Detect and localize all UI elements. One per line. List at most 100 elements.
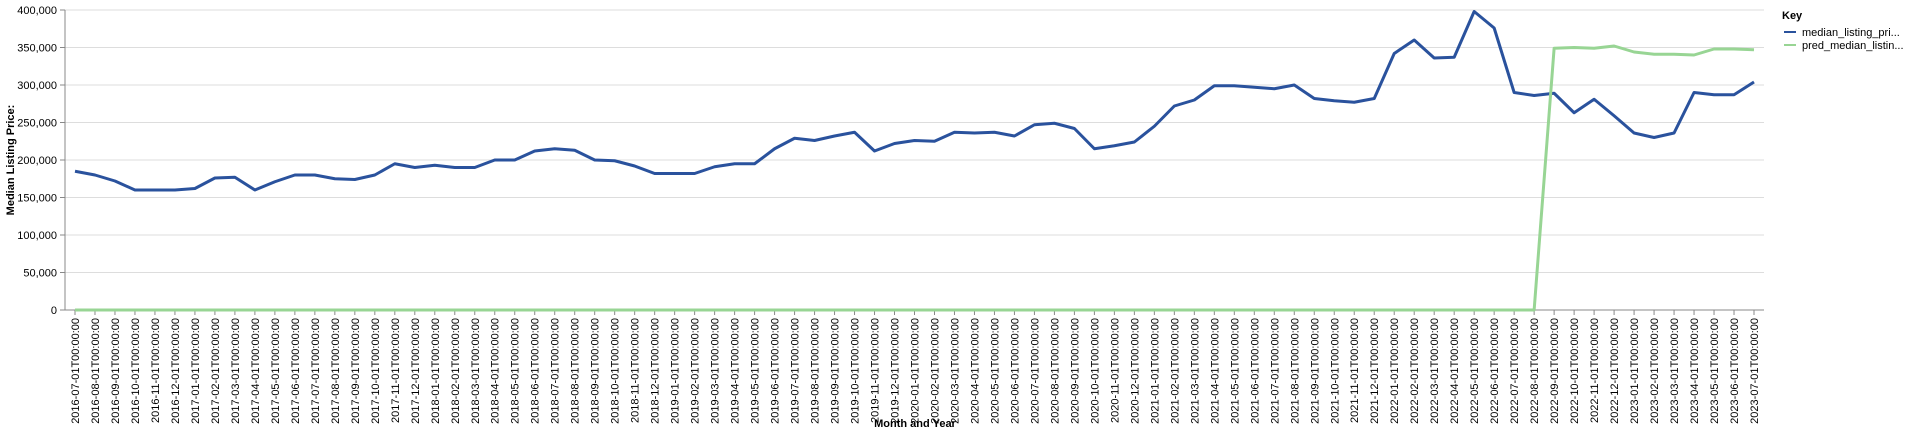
y-tick-label: 350,000 [17, 43, 57, 55]
x-tick-label: 2016-07-01T00:00:00 [70, 318, 82, 424]
x-tick-label: 2023-07-01T00:00:00 [1749, 318, 1761, 424]
x-tick-label: 2019-05-01T00:00:00 [750, 318, 762, 424]
x-tick-label: 2018-03-01T00:00:00 [470, 318, 482, 424]
x-tick-label: 2020-09-01T00:00:00 [1069, 318, 1081, 424]
y-tick-label: 0 [51, 305, 57, 317]
x-tick-label: 2022-07-01T00:00:00 [1509, 318, 1521, 424]
x-tick-label: 2016-11-01T00:00:00 [150, 318, 162, 423]
x-tick-label: 2022-01-01T00:00:00 [1389, 318, 1401, 424]
x-tick-label: 2017-10-01T00:00:00 [370, 318, 382, 424]
y-tick-label: 400,000 [17, 5, 57, 17]
x-tick-label: 2018-06-01T00:00:00 [530, 318, 542, 424]
x-tick-label: 2021-12-01T00:00:00 [1369, 318, 1381, 424]
legend-label: pred_median_listin... [1802, 40, 1904, 52]
x-tick-label: 2022-08-01T00:00:00 [1529, 318, 1541, 424]
x-tick-label: 2019-04-01T00:00:00 [730, 318, 742, 424]
x-tick-label: 2019-12-01T00:00:00 [890, 318, 902, 424]
x-tick-label: 2021-03-01T00:00:00 [1189, 318, 1201, 424]
x-tick-label: 2020-02-01T00:00:00 [929, 318, 941, 424]
x-tick-label: 2018-02-01T00:00:00 [450, 318, 462, 424]
x-tick-label: 2020-01-01T00:00:00 [910, 318, 922, 424]
x-tick-label: 2022-05-01T00:00:00 [1469, 318, 1481, 424]
x-tick-label: 2018-04-01T00:00:00 [490, 318, 502, 424]
y-tick-label: 150,000 [17, 193, 57, 205]
x-tick-label: 2018-11-01T00:00:00 [630, 318, 642, 423]
x-tick-label: 2019-08-01T00:00:00 [810, 318, 822, 424]
x-tick-label: 2021-01-01T00:00:00 [1149, 318, 1161, 424]
x-tick-label: 2021-04-01T00:00:00 [1209, 318, 1221, 424]
y-tick-label: 300,000 [17, 80, 57, 92]
y-tick-label: 100,000 [17, 230, 57, 242]
x-tick-label: 2018-05-01T00:00:00 [510, 318, 522, 424]
x-axis-title: Month and Year [874, 418, 956, 430]
x-tick-label: 2016-09-01T00:00:00 [110, 318, 122, 424]
x-tick-label: 2018-01-01T00:00:00 [430, 318, 442, 424]
x-tick-label: 2022-12-01T00:00:00 [1609, 318, 1621, 424]
y-tick-label: 50,000 [23, 268, 57, 280]
x-tick-label: 2023-04-01T00:00:00 [1689, 318, 1701, 424]
x-tick-label: 2020-10-01T00:00:00 [1089, 318, 1101, 424]
x-tick-label: 2017-08-01T00:00:00 [330, 318, 342, 424]
x-tick-label: 2018-10-01T00:00:00 [610, 318, 622, 424]
x-tick-label: 2021-06-01T00:00:00 [1249, 318, 1261, 424]
x-tick-label: 2018-12-01T00:00:00 [650, 318, 662, 424]
series-line [74, 44, 1755, 312]
series-line [74, 10, 1755, 192]
x-tick-label: 2022-02-01T00:00:00 [1409, 318, 1421, 424]
x-tick-label: 2021-09-01T00:00:00 [1309, 318, 1321, 424]
x-tick-label: 2017-11-01T00:00:00 [390, 318, 402, 423]
x-tick-label: 2019-07-01T00:00:00 [790, 318, 802, 424]
x-tick-label: 2017-02-01T00:00:00 [210, 318, 222, 424]
x-tick-label: 2020-11-01T00:00:00 [1109, 318, 1121, 423]
x-tick-label: 2022-09-01T00:00:00 [1549, 318, 1561, 424]
x-tick-label: 2020-07-01T00:00:00 [1029, 318, 1041, 424]
x-tick-label: 2017-03-01T00:00:00 [230, 318, 242, 424]
x-tick-label: 2022-06-01T00:00:00 [1489, 318, 1501, 424]
x-tick-label: 2019-06-01T00:00:00 [770, 318, 782, 424]
x-tick-label: 2018-07-01T00:00:00 [550, 318, 562, 424]
x-tick-label: 2017-04-01T00:00:00 [250, 318, 262, 424]
x-tick-label: 2017-05-01T00:00:00 [270, 318, 282, 424]
legend-label: median_listing_pri... [1802, 27, 1900, 39]
x-tick-label: 2016-10-01T00:00:00 [130, 318, 142, 424]
x-tick-label: 2020-04-01T00:00:00 [969, 318, 981, 424]
y-tick-label: 200,000 [17, 155, 57, 167]
x-tick-label: 2020-06-01T00:00:00 [1009, 318, 1021, 424]
x-tick-label: 2017-01-01T00:00:00 [190, 318, 202, 424]
x-tick-label: 2021-02-01T00:00:00 [1169, 318, 1181, 424]
x-tick-label: 2023-05-01T00:00:00 [1709, 318, 1721, 424]
y-tick-label: 250,000 [17, 118, 57, 130]
x-tick-label: 2021-11-01T00:00:00 [1349, 318, 1361, 423]
x-tick-label: 2019-11-01T00:00:00 [870, 318, 882, 423]
x-tick-label: 2022-04-01T00:00:00 [1449, 318, 1461, 424]
x-tick-label: 2021-05-01T00:00:00 [1229, 318, 1241, 424]
x-tick-label: 2023-03-01T00:00:00 [1669, 318, 1681, 424]
x-tick-label: 2021-10-01T00:00:00 [1329, 318, 1341, 424]
x-tick-label: 2017-07-01T00:00:00 [310, 318, 322, 424]
x-tick-label: 2023-01-01T00:00:00 [1629, 318, 1641, 424]
x-tick-label: 2022-10-01T00:00:00 [1569, 318, 1581, 424]
legend-title: Key [1782, 10, 1803, 22]
x-tick-label: 2016-12-01T00:00:00 [170, 318, 182, 424]
x-tick-label: 2020-03-01T00:00:00 [949, 318, 961, 424]
x-tick-label: 2017-09-01T00:00:00 [350, 318, 362, 424]
x-tick-label: 2020-12-01T00:00:00 [1129, 318, 1141, 424]
x-tick-label: 2016-08-01T00:00:00 [90, 318, 102, 424]
x-tick-label: 2022-03-01T00:00:00 [1429, 318, 1441, 424]
x-tick-label: 2018-08-01T00:00:00 [570, 318, 582, 424]
x-tick-label: 2019-10-01T00:00:00 [850, 318, 862, 424]
x-tick-label: 2020-08-01T00:00:00 [1049, 318, 1061, 424]
x-tick-label: 2023-06-01T00:00:00 [1729, 318, 1741, 424]
y-axis-title: Median Listing Price: [5, 105, 17, 216]
x-tick-label: 2019-02-01T00:00:00 [690, 318, 702, 424]
x-tick-label: 2019-09-01T00:00:00 [830, 318, 842, 424]
x-tick-label: 2019-01-01T00:00:00 [670, 318, 682, 424]
x-tick-label: 2017-12-01T00:00:00 [410, 318, 422, 424]
x-tick-label: 2017-06-01T00:00:00 [290, 318, 302, 424]
x-tick-label: 2018-09-01T00:00:00 [590, 318, 602, 424]
x-tick-label: 2023-02-01T00:00:00 [1649, 318, 1661, 424]
x-tick-label: 2019-03-01T00:00:00 [710, 318, 722, 424]
x-tick-label: 2022-11-01T00:00:00 [1589, 318, 1601, 423]
x-tick-label: 2021-07-01T00:00:00 [1269, 318, 1281, 424]
